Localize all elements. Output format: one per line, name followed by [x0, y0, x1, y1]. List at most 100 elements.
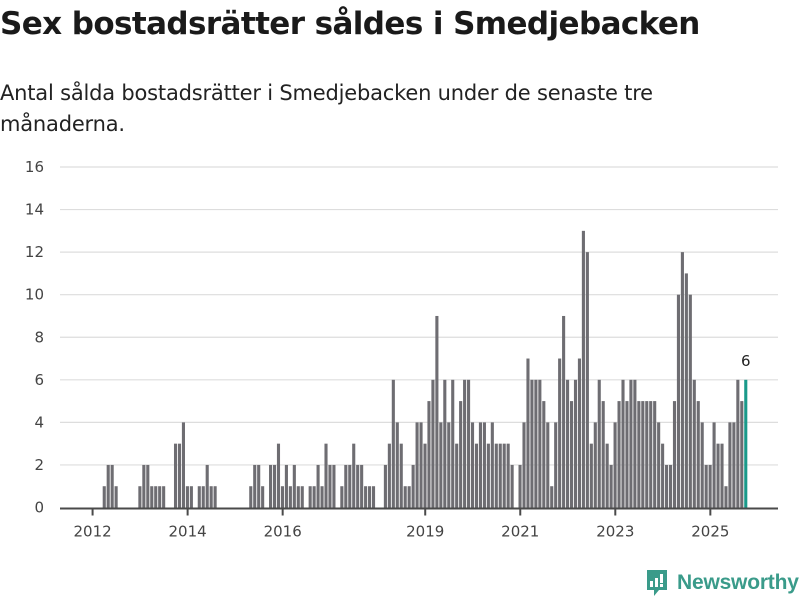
bar — [447, 422, 451, 508]
bar — [292, 464, 296, 508]
bar — [554, 422, 558, 508]
y-tick-label: 2 — [34, 456, 44, 474]
bar — [502, 443, 506, 508]
bar — [423, 443, 427, 508]
bar — [680, 252, 684, 508]
bar — [637, 401, 641, 508]
grid-lines — [60, 166, 778, 466]
y-tick-label: 8 — [34, 328, 44, 346]
newsworthy-logo: Newsworthy — [645, 568, 799, 598]
bar — [272, 464, 277, 508]
x-axis-labels: 2012 2014 2016 2019 2021 2023 2025 — [73, 523, 729, 541]
bar — [562, 315, 566, 508]
y-tick-label: 10 — [25, 286, 44, 304]
y-axis-labels: 0 2 4 6 8 10 12 14 16 — [25, 158, 44, 517]
bar — [328, 464, 332, 508]
bar — [558, 358, 562, 508]
bar — [629, 379, 633, 508]
bar — [205, 464, 209, 508]
bar — [688, 294, 692, 508]
bar — [589, 443, 593, 508]
bars — [102, 230, 748, 508]
bar — [403, 486, 407, 508]
y-tick-label: 14 — [25, 201, 44, 219]
bar — [368, 486, 372, 508]
bar — [177, 443, 182, 508]
bar — [736, 379, 740, 508]
bar — [383, 464, 387, 508]
bar — [478, 422, 482, 508]
chart-subtitle: Antal sålda bostadsrätter i Smedjebacken… — [0, 81, 653, 136]
bar — [645, 401, 649, 508]
bar — [676, 294, 680, 508]
bar — [419, 422, 423, 508]
bar — [692, 379, 696, 508]
bar — [550, 486, 554, 508]
bar — [296, 486, 300, 508]
x-tick-label: 2019 — [406, 523, 444, 541]
bar — [641, 401, 645, 508]
bar — [708, 464, 712, 508]
bar — [569, 401, 574, 508]
bar — [439, 422, 443, 508]
bar — [534, 379, 538, 508]
bar — [308, 486, 312, 508]
bar — [110, 464, 114, 508]
bar — [506, 443, 510, 508]
bar — [249, 486, 253, 508]
bar — [162, 486, 166, 508]
brand-name: Newsworthy — [677, 571, 799, 594]
bar — [566, 379, 570, 508]
bar — [316, 464, 320, 508]
bar — [732, 422, 736, 508]
bar — [102, 486, 106, 508]
bar — [352, 443, 356, 508]
bar — [470, 422, 475, 508]
bar — [257, 464, 261, 508]
bar — [672, 401, 677, 508]
bar — [593, 422, 597, 508]
bar — [577, 358, 581, 508]
bar — [399, 443, 403, 508]
bar — [601, 401, 605, 508]
bar — [546, 422, 550, 508]
x-tick-label: 2021 — [501, 523, 539, 541]
bar — [653, 401, 657, 508]
bar — [427, 401, 431, 508]
x-tick-label: 2025 — [691, 523, 729, 541]
bar — [371, 486, 376, 508]
bar — [617, 401, 621, 508]
bar — [189, 486, 193, 508]
bar — [300, 486, 304, 508]
bar — [288, 486, 292, 508]
bar — [201, 486, 205, 508]
bar — [621, 379, 625, 508]
bar-chart-speech-bubble-icon — [647, 570, 667, 596]
bar — [261, 486, 265, 508]
bar — [585, 252, 589, 508]
bar — [720, 443, 724, 508]
bar — [284, 464, 288, 508]
bar — [142, 464, 146, 508]
bar — [526, 358, 530, 508]
x-axis — [60, 507, 778, 516]
bar — [138, 486, 142, 508]
bar — [431, 379, 435, 508]
bar — [530, 379, 534, 508]
bar — [435, 315, 439, 508]
bar — [150, 486, 154, 508]
bar — [387, 443, 391, 508]
bar — [700, 422, 704, 508]
bar — [348, 464, 352, 508]
bar — [312, 486, 316, 508]
bar — [332, 464, 336, 508]
bar — [451, 379, 455, 508]
bar — [474, 443, 479, 508]
bar — [538, 379, 542, 508]
bar — [463, 379, 467, 508]
bar — [320, 486, 324, 508]
bar — [106, 464, 110, 508]
annotations: 6 — [741, 352, 751, 370]
bar — [340, 486, 344, 508]
